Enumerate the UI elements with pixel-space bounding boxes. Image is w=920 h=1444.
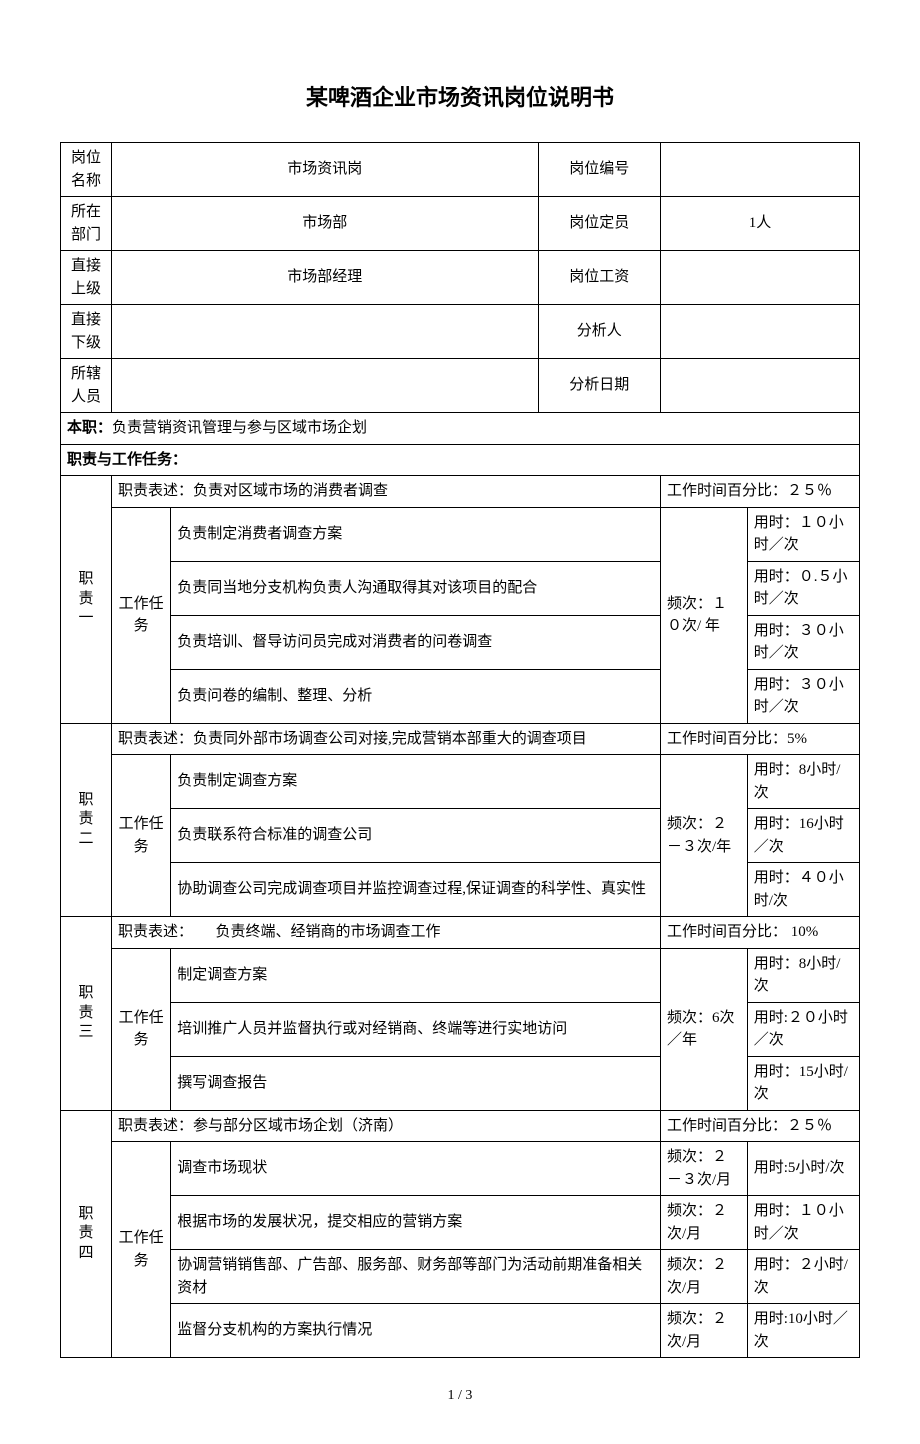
task-text-2-1: 培训推广人员并监督执行或对经销商、终端等进行实地访问 [171, 1002, 661, 1056]
duty-desc-2: 职责表述： 负责终端、经销商的市场调查工作 [112, 917, 661, 949]
task-freq-3-0: 频次：２－３次/月 [660, 1142, 747, 1196]
task-text-1-2: 协助调查公司完成调查项目并监控调查过程,保证调查的科学性、真实性 [171, 863, 661, 917]
duty-desc-1: 职责表述：负责同外部市场调查公司对接,完成营销本部重大的调查项目 [112, 723, 661, 755]
hdr-l2-2: 岗位工资 [538, 251, 660, 305]
hdr-l2-0: 岗位编号 [538, 143, 660, 197]
hdr-l-3: 直接下级 [61, 305, 112, 359]
task-freq-3-2: 频次：２次/月 [660, 1250, 747, 1304]
task-text-3-0: 调查市场现状 [171, 1142, 661, 1196]
job-spec-table: 岗位名称市场资讯岗岗位编号所在部门市场部岗位定员1人直接上级市场部经理岗位工资直… [60, 142, 860, 1358]
duty-freq-2: 频次：6次／年 [660, 948, 747, 1110]
page-title: 某啤酒企业市场资讯岗位说明书 [60, 80, 860, 112]
task-freq-3-3: 频次：２次/月 [660, 1304, 747, 1358]
hdr-l2-4: 分析日期 [538, 359, 660, 413]
task-text-2-2: 撰写调查报告 [171, 1056, 661, 1110]
task-label-3: 工作任务 [112, 1142, 171, 1358]
duty-name-0: 职责一 [61, 476, 112, 724]
duty-pct-3: 工作时间百分比：２５％ [660, 1110, 859, 1142]
task-time-1-2: 用时：４０小时/次 [747, 863, 859, 917]
task-text-2-0: 制定调查方案 [171, 948, 661, 1002]
hdr-v-2: 市场部经理 [112, 251, 539, 305]
task-text-3-2: 协调营销销售部、广告部、服务部、财务部等部门为活动前期准备相关资材 [171, 1250, 661, 1304]
task-text-0-3: 负责问卷的编制、整理、分析 [171, 669, 661, 723]
main-duty: 本职：负责营销资讯管理与参与区域市场企划 [61, 413, 860, 445]
hdr-l-4: 所辖人员 [61, 359, 112, 413]
duty-name-2: 职责三 [61, 917, 112, 1111]
hdr-v2-0 [660, 143, 859, 197]
hdr-v2-2 [660, 251, 859, 305]
hdr-v-4 [112, 359, 539, 413]
task-text-0-2: 负责培训、督导访问员完成对消费者的问卷调查 [171, 615, 661, 669]
duty-desc-0: 职责表述：负责对区域市场的消费者调查 [112, 476, 661, 508]
hdr-l-1: 所在部门 [61, 197, 112, 251]
hdr-v2-1: 1人 [660, 197, 859, 251]
task-time-0-0: 用时：１０小时／次 [747, 507, 859, 561]
duty-desc-3: 职责表述：参与部分区域市场企划（济南） [112, 1110, 661, 1142]
hdr-v-0: 市场资讯岗 [112, 143, 539, 197]
task-time-2-1: 用时:２０小时／次 [747, 1002, 859, 1056]
duty-pct-2: 工作时间百分比： 10% [660, 917, 859, 949]
hdr-v2-4 [660, 359, 859, 413]
task-text-3-3: 监督分支机构的方案执行情况 [171, 1304, 661, 1358]
page-footer: 1 / 3 [60, 1388, 860, 1404]
duty-freq-0: 频次：１０次/ 年 [660, 507, 747, 723]
hdr-l2-3: 分析人 [538, 305, 660, 359]
task-label-0: 工作任务 [112, 507, 171, 723]
task-text-0-0: 负责制定消费者调查方案 [171, 507, 661, 561]
hdr-v-1: 市场部 [112, 197, 539, 251]
hdr-l-2: 直接上级 [61, 251, 112, 305]
duty-pct-0: 工作时间百分比：２５％ [660, 476, 859, 508]
task-label-1: 工作任务 [112, 755, 171, 917]
task-time-0-2: 用时：３０小时／次 [747, 615, 859, 669]
task-time-0-1: 用时：０.５小时／次 [747, 561, 859, 615]
task-time-1-0: 用时：8小时/次 [747, 755, 859, 809]
task-time-2-2: 用时：15小时/次 [747, 1056, 859, 1110]
duty-freq-1: 频次：２－３次/年 [660, 755, 747, 917]
tasks-header: 职责与工作任务： [61, 444, 860, 476]
task-text-1-1: 负责联系符合标准的调查公司 [171, 809, 661, 863]
task-text-3-1: 根据市场的发展状况，提交相应的营销方案 [171, 1196, 661, 1250]
task-time-3-0: 用时:5小时/次 [747, 1142, 859, 1196]
hdr-v2-3 [660, 305, 859, 359]
task-time-3-2: 用时：２小时/次 [747, 1250, 859, 1304]
task-text-1-0: 负责制定调查方案 [171, 755, 661, 809]
task-time-0-3: 用时：３０小时／次 [747, 669, 859, 723]
duty-pct-1: 工作时间百分比：5% [660, 723, 859, 755]
task-time-2-0: 用时：8小时/次 [747, 948, 859, 1002]
duty-name-3: 职责四 [61, 1110, 112, 1358]
task-time-3-3: 用时:10小时／次 [747, 1304, 859, 1358]
task-time-1-1: 用时：16小时／次 [747, 809, 859, 863]
task-text-0-1: 负责同当地分支机构负责人沟通取得其对该项目的配合 [171, 561, 661, 615]
duty-name-1: 职责二 [61, 723, 112, 917]
hdr-l2-1: 岗位定员 [538, 197, 660, 251]
task-label-2: 工作任务 [112, 948, 171, 1110]
task-time-3-1: 用时：１０小时／次 [747, 1196, 859, 1250]
task-freq-3-1: 频次：２次/月 [660, 1196, 747, 1250]
hdr-v-3 [112, 305, 539, 359]
hdr-l-0: 岗位名称 [61, 143, 112, 197]
